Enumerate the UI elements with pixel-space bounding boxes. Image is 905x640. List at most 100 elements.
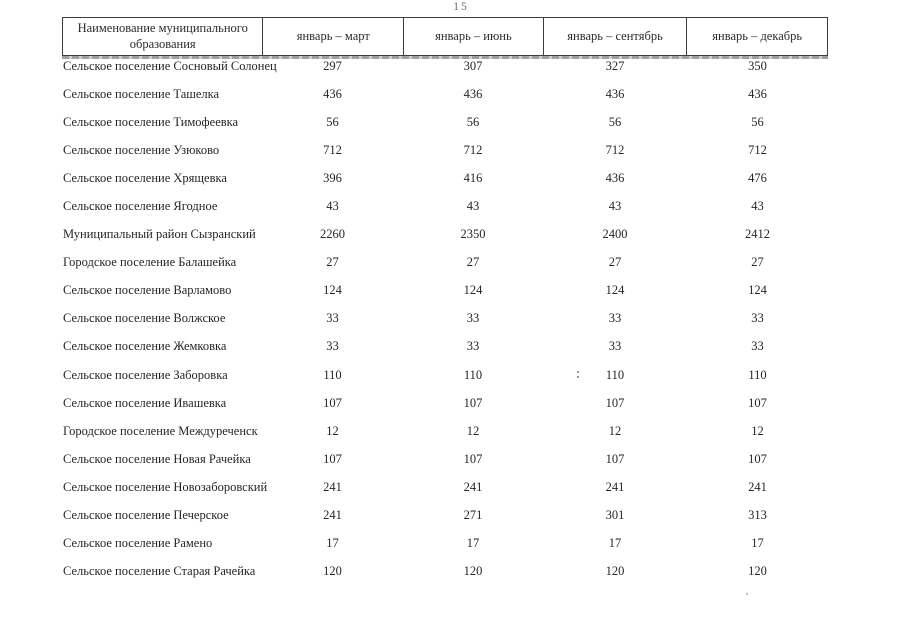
row-value-jan-sep: 120 (605, 564, 625, 579)
row-value-jan-sep: 124 (605, 283, 625, 298)
table-row: Сельское поселение Волжское 33 33 33 33 (62, 305, 828, 333)
table-row: Сельское поселение Хрящевка 396 416 436 … (62, 164, 828, 192)
row-value-jan-jun: 416 (463, 170, 483, 185)
row-value-jan-jun: 124 (463, 283, 483, 298)
row-value-jan-jun: 107 (463, 451, 483, 466)
row-value-jan-sep: 712 (605, 142, 625, 157)
row-value-jan-sep: 33 (608, 311, 622, 326)
row-value-jan-jun: 33 (466, 311, 480, 326)
row-value-jan-dec: 33 (751, 311, 764, 326)
row-municipality-name: Сельское поселение Ташелка (63, 86, 220, 101)
row-value-jan-dec: 476 (748, 170, 767, 185)
row-value-jan-mar: 2260 (320, 227, 345, 242)
row-municipality-name: Сельское поселение Новозаборовский (63, 479, 268, 494)
row-value-jan-sep: 327 (605, 58, 625, 73)
table-header-row: Наименование муниципального образования … (62, 17, 828, 56)
row-value-jan-dec: 107 (748, 451, 767, 466)
row-value-jan-sep: 2400 (602, 227, 628, 242)
row-value-jan-mar: 120 (323, 564, 342, 579)
row-municipality-name: Сельское поселение Ягодное (63, 199, 218, 214)
page-number: 15 (453, 1, 469, 13)
table-row: Сельское поселение Тимофеевка 56 56 56 5… (62, 108, 828, 136)
table-row: Сельское поселение Узюково 712 712 712 7… (62, 136, 828, 164)
table-row: Сельское поселение Новозаборовский 241 2… (62, 473, 828, 501)
row-value-jan-jun: 43 (466, 199, 480, 214)
row-value-jan-mar: 107 (323, 395, 342, 410)
row-value-jan-jun: 12 (466, 423, 480, 438)
row-value-jan-sep: 241 (605, 479, 625, 494)
row-value-jan-mar: 124 (323, 283, 342, 298)
row-value-jan-mar: 241 (323, 508, 342, 523)
row-value-jan-sep: 27 (608, 255, 622, 270)
row-municipality-name: Сельское поселение Ивашевка (63, 395, 227, 410)
table-row: Сельское поселение Жемковка 33 33 33 33 (62, 333, 828, 361)
header-shadow-line (62, 56, 828, 59)
scan-artifact (746, 593, 748, 595)
row-value-jan-dec: 17 (751, 536, 764, 551)
row-value-jan-dec: 107 (748, 395, 767, 410)
row-value-jan-mar: 27 (326, 255, 339, 270)
row-value-jan-dec: 436 (748, 86, 767, 101)
row-municipality-name: Сельское поселение Новая Рачейка (63, 451, 251, 466)
table-row: Сельское поселение Ивашевка 107 107 107 … (62, 389, 828, 417)
row-municipality-name: Сельское поселение Старая Рачейка (63, 564, 256, 579)
row-value-jan-sep: 301 (605, 508, 625, 523)
row-value-jan-mar: 12 (326, 423, 339, 438)
row-value-jan-mar: 33 (326, 339, 339, 354)
row-value-jan-dec: 2412 (745, 227, 770, 242)
row-value-jan-mar: 436 (323, 86, 342, 101)
row-municipality-name: Сельское поселение Волжское (63, 311, 226, 326)
row-value-jan-mar: 17 (326, 536, 339, 551)
row-value-jan-sep: 56 (608, 114, 622, 129)
row-value-jan-mar: 712 (323, 142, 342, 157)
row-municipality-name: Сельское поселение Сосновый Солонец (63, 58, 277, 73)
row-value-jan-dec: 12 (751, 423, 764, 438)
scan-artifact (577, 371, 579, 373)
row-value-jan-sep: 107 (605, 451, 625, 466)
row-value-jan-jun: 56 (466, 114, 480, 129)
municipalities-table: Наименование муниципального образования … (62, 17, 828, 578)
row-value-jan-jun: 110 (463, 367, 483, 382)
row-municipality-name: Сельское поселение Жемковка (63, 339, 227, 354)
row-municipality-name: Сельское поселение Печерское (63, 508, 229, 523)
row-value-jan-sep: 107 (605, 395, 625, 410)
row-value-jan-mar: 43 (326, 199, 339, 214)
table-row: Сельское поселение Ташелка 436 436 436 4… (62, 80, 828, 108)
table-row: Городское поселение Балашейка 27 27 27 2… (62, 249, 828, 277)
row-value-jan-mar: 107 (323, 451, 342, 466)
row-value-jan-jun: 436 (463, 86, 483, 101)
table-row: Сельское поселение Рамено 17 17 17 17 (62, 530, 828, 558)
row-value-jan-dec: 350 (748, 58, 767, 73)
table-row: Муниципальный район Сызранский 2260 2350… (62, 221, 828, 249)
table-row: Сельское поселение Печерское 241 271 301… (62, 502, 828, 530)
row-municipality-name: Сельское поселение Заборовка (63, 367, 228, 382)
table-row: Сельское поселение Новая Рачейка 107 107… (62, 445, 828, 473)
row-value-jan-sep: 110 (605, 367, 625, 382)
row-municipality-name: Городское поселение Междуреченск (63, 423, 258, 438)
row-value-jan-dec: 27 (751, 255, 764, 270)
row-value-jan-dec: 110 (748, 367, 767, 382)
row-value-jan-mar: 297 (323, 58, 342, 73)
row-value-jan-jun: 307 (463, 58, 483, 73)
row-value-jan-mar: 241 (323, 479, 342, 494)
table-row: Сельское поселение Ягодное 43 43 43 43 (62, 192, 828, 220)
row-municipality-name: Сельское поселение Тимофеевка (63, 114, 239, 129)
table-row: Сельское поселение Заборовка 110 110 110… (62, 361, 828, 389)
table-row: Сельское поселение Сосновый Солонец 297 … (62, 52, 828, 80)
column-header-jan-dec: январь – декабрь (686, 18, 827, 55)
column-header-jan-sep: январь – сентябрь (542, 18, 687, 55)
table-row: Сельское поселение Старая Рачейка 120 12… (62, 558, 828, 586)
row-value-jan-mar: 56 (326, 114, 339, 129)
row-value-jan-dec: 712 (748, 142, 767, 157)
row-value-jan-jun: 33 (466, 339, 480, 354)
row-municipality-name: Муниципальный район Сызранский (63, 227, 256, 242)
row-municipality-name: Городское поселение Балашейка (63, 255, 237, 270)
row-value-jan-jun: 2350 (460, 227, 486, 242)
row-value-jan-sep: 33 (608, 339, 622, 354)
row-value-jan-dec: 43 (751, 199, 764, 214)
row-value-jan-jun: 712 (463, 142, 483, 157)
row-value-jan-sep: 43 (608, 199, 622, 214)
row-value-jan-mar: 396 (323, 170, 342, 185)
table-row: Сельское поселение Варламово 124 124 124… (62, 277, 828, 305)
